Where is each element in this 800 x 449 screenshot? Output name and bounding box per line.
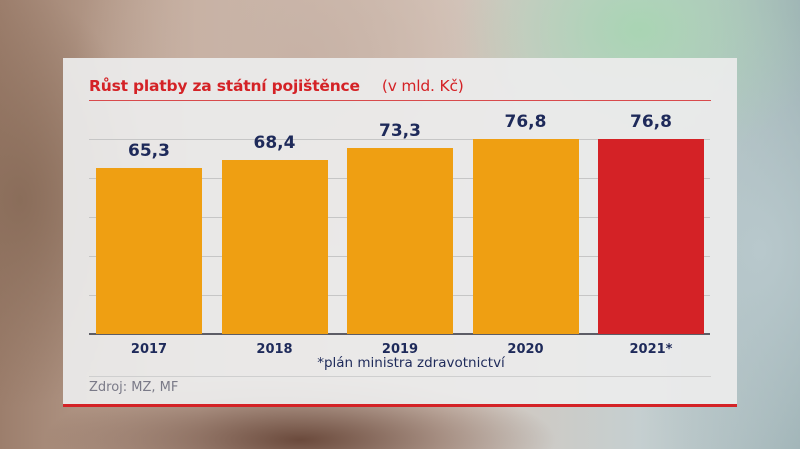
chart-title: Růst platby za státní pojištěnce (v mld. … [89, 77, 464, 95]
bar-2017 [96, 168, 202, 334]
source-divider [89, 376, 711, 377]
chart-title-text: Růst platby za státní pojištěnce [89, 77, 360, 95]
bar-2020 [472, 139, 579, 334]
value-label: 65,3 [128, 141, 170, 162]
category-label: 2021* [629, 342, 673, 357]
category-label: 2018 [256, 342, 293, 357]
bar-2019 [347, 147, 453, 334]
chart-panel: Růst platby za státní pojištěnce (v mld. … [63, 58, 737, 407]
category-label: 2020 [507, 342, 544, 357]
chart-unit: (v mld. Kč) [381, 77, 464, 95]
value-label: 73,3 [379, 120, 421, 141]
footnote: *plán ministra zdravotnictví [317, 355, 505, 371]
value-label: 76,8 [630, 112, 672, 132]
bar-2018 [221, 160, 328, 334]
title-divider [89, 100, 711, 101]
category-label: 2019 [381, 342, 419, 357]
source-text: Zdroj: MZ, MF [89, 380, 179, 395]
category-label: 2017 [130, 342, 168, 357]
gridline [89, 139, 710, 140]
bar-2021 [598, 139, 704, 334]
value-label: 76,8 [504, 112, 547, 132]
value-label: 68,4 [253, 133, 296, 154]
x-axis-baseline [89, 333, 710, 335]
